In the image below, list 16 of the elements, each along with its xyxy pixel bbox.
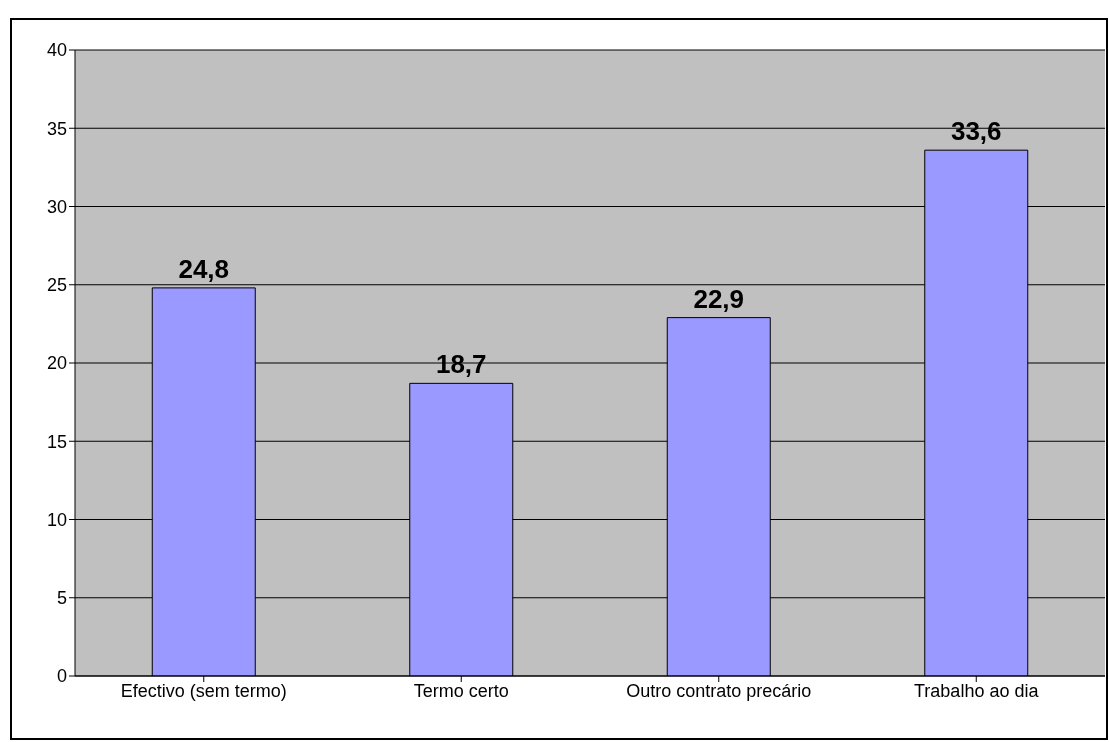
data-label: 18,7 [435,349,487,380]
y-tick-label: 15 [46,431,67,452]
data-label: 24,8 [178,253,230,284]
x-tick-label: Efectivo (sem termo) [120,680,287,701]
data-label: 22,9 [693,283,745,314]
x-tick-label: Termo certo [413,680,509,701]
y-tick-label: 20 [46,353,67,374]
y-tick-label: 0 [56,666,67,687]
y-tick-label: 35 [46,118,67,139]
y-tick-label: 10 [46,509,67,530]
x-tick-label: Outro contrato precário [626,680,812,701]
y-tick-label: 5 [56,588,67,609]
y-tick-label: 30 [46,196,67,217]
y-tick-label: 25 [46,275,67,296]
y-tick-label: 40 [46,40,67,61]
x-tick-label: Trabalho ao dia [914,680,1040,701]
